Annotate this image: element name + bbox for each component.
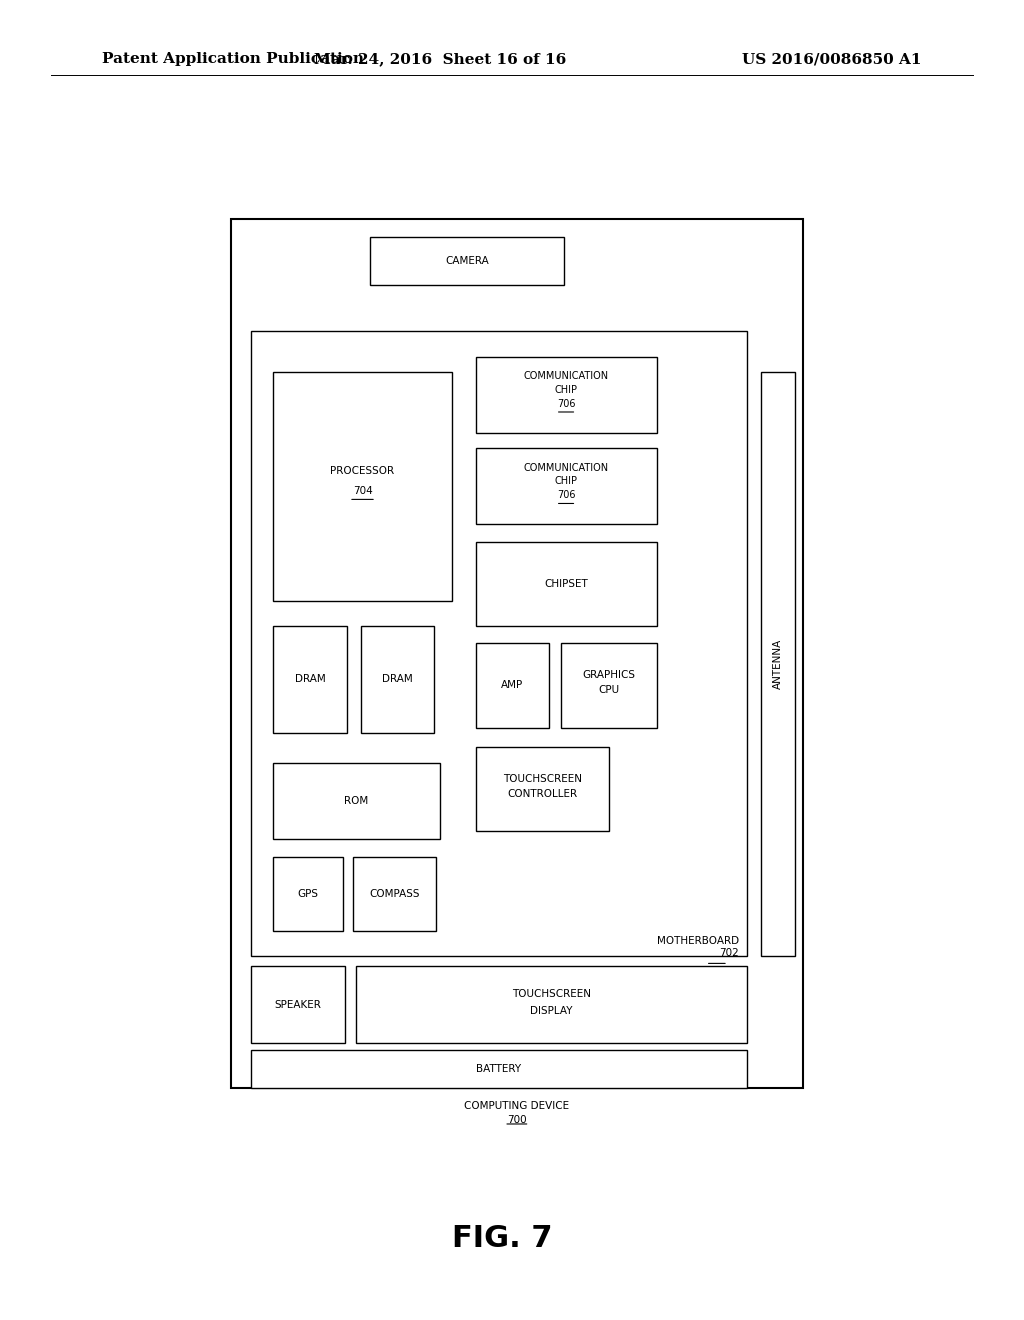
Text: CHIP: CHIP xyxy=(555,477,578,486)
Text: ROM: ROM xyxy=(344,796,369,807)
Text: 704: 704 xyxy=(352,486,373,496)
Text: COMPASS: COMPASS xyxy=(369,888,420,899)
Text: TOUCHSCREEN: TOUCHSCREEN xyxy=(512,990,591,999)
Text: US 2016/0086850 A1: US 2016/0086850 A1 xyxy=(742,53,922,66)
FancyBboxPatch shape xyxy=(475,541,656,626)
FancyBboxPatch shape xyxy=(475,643,550,727)
FancyBboxPatch shape xyxy=(560,643,656,727)
Text: CONTROLLER: CONTROLLER xyxy=(507,789,578,799)
Text: FIG. 7: FIG. 7 xyxy=(452,1224,552,1253)
FancyBboxPatch shape xyxy=(475,747,609,832)
Text: SPEAKER: SPEAKER xyxy=(274,999,322,1010)
Text: Patent Application Publication: Patent Application Publication xyxy=(102,53,365,66)
FancyBboxPatch shape xyxy=(273,372,452,601)
Text: COMPUTING DEVICE: COMPUTING DEVICE xyxy=(464,1101,569,1110)
Text: 702: 702 xyxy=(719,948,739,958)
FancyBboxPatch shape xyxy=(231,219,803,1089)
Text: COMMUNICATION: COMMUNICATION xyxy=(523,463,608,473)
Text: CPU: CPU xyxy=(598,685,620,696)
Text: 706: 706 xyxy=(557,490,575,500)
FancyBboxPatch shape xyxy=(370,236,564,285)
FancyBboxPatch shape xyxy=(251,331,748,956)
FancyBboxPatch shape xyxy=(360,626,434,733)
FancyBboxPatch shape xyxy=(761,372,795,956)
Text: ANTENNA: ANTENNA xyxy=(773,639,783,689)
FancyBboxPatch shape xyxy=(251,1049,748,1089)
FancyBboxPatch shape xyxy=(352,857,436,931)
FancyBboxPatch shape xyxy=(273,626,347,733)
FancyBboxPatch shape xyxy=(251,966,345,1043)
FancyBboxPatch shape xyxy=(273,857,343,931)
Text: Mar. 24, 2016  Sheet 16 of 16: Mar. 24, 2016 Sheet 16 of 16 xyxy=(314,53,566,66)
Text: TOUCHSCREEN: TOUCHSCREEN xyxy=(503,774,582,784)
Text: CAMERA: CAMERA xyxy=(445,256,489,267)
Text: GPS: GPS xyxy=(298,888,318,899)
FancyBboxPatch shape xyxy=(273,763,440,840)
Text: BATTERY: BATTERY xyxy=(476,1064,521,1074)
Text: 706: 706 xyxy=(557,399,575,409)
Text: CHIPSET: CHIPSET xyxy=(544,578,588,589)
FancyBboxPatch shape xyxy=(475,447,656,524)
FancyBboxPatch shape xyxy=(475,356,656,433)
Text: 700: 700 xyxy=(507,1115,526,1125)
Text: CHIP: CHIP xyxy=(555,384,578,395)
FancyBboxPatch shape xyxy=(355,966,748,1043)
Text: COMMUNICATION: COMMUNICATION xyxy=(523,371,608,381)
Text: DRAM: DRAM xyxy=(295,675,326,684)
Text: DISPLAY: DISPLAY xyxy=(530,1006,572,1015)
Text: PROCESSOR: PROCESSOR xyxy=(331,466,394,477)
Text: GRAPHICS: GRAPHICS xyxy=(582,671,635,680)
Text: DRAM: DRAM xyxy=(382,675,413,684)
Text: AMP: AMP xyxy=(502,680,523,690)
Text: MOTHERBOARD: MOTHERBOARD xyxy=(657,936,739,946)
